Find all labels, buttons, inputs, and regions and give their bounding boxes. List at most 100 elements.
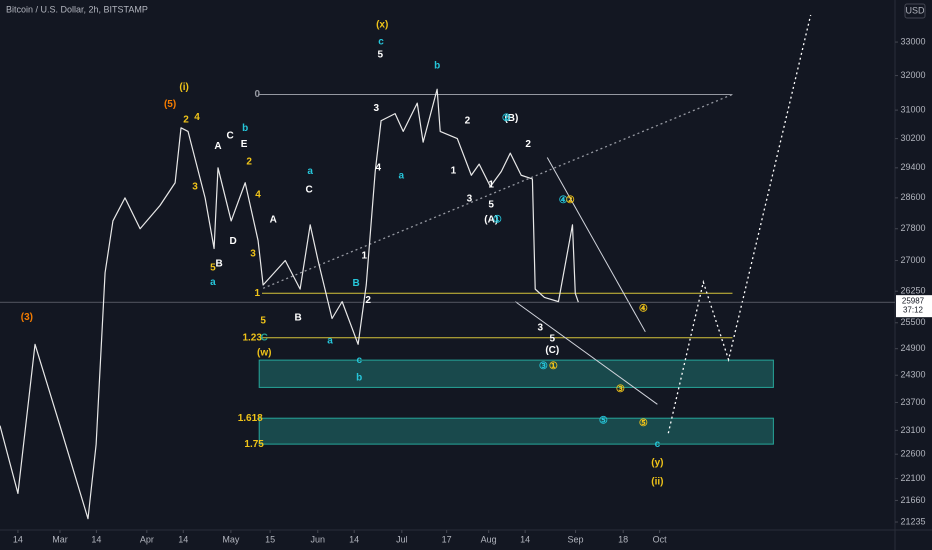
y-tick-label: 23100 (900, 425, 925, 435)
wave-label: 0 (254, 89, 260, 100)
wave-label: E (241, 139, 248, 150)
y-tick-label: 31000 (900, 105, 925, 115)
wave-label: B (353, 278, 360, 289)
wave-label: (A) (484, 214, 498, 225)
wave-label: D (230, 236, 237, 247)
wave-label: c (378, 37, 384, 48)
y-tick-label: 24900 (900, 343, 925, 353)
y-tick-label: 25500 (900, 317, 925, 327)
wave-label: A (214, 141, 221, 152)
wave-label: c (356, 355, 362, 366)
x-tick-label: 17 (442, 534, 452, 544)
wave-label: a (210, 277, 216, 288)
y-tick-label: 23700 (900, 397, 925, 407)
y-axis-label[interactable]: USD (905, 5, 925, 15)
wave-label: (x) (376, 20, 388, 31)
wave-label: ④ (559, 195, 568, 206)
wave-label: (B) (504, 113, 518, 124)
x-tick-label: Apr (140, 534, 154, 544)
wave-label: B (295, 313, 302, 324)
wave-label: 2 (183, 114, 189, 125)
last-price-label: 25987 (902, 296, 925, 305)
wave-label: ③ (616, 384, 625, 395)
wave-label: a (398, 170, 404, 181)
wave-label: (y) (651, 458, 663, 469)
wave-label: 5 (210, 262, 216, 273)
wave-label: C (226, 130, 233, 141)
countdown-label: 37:12 (903, 305, 924, 314)
wave-label: (i) (179, 82, 188, 93)
wave-label: a (307, 166, 313, 177)
y-tick-label: 21235 (900, 516, 925, 526)
wave-label: b (242, 123, 248, 134)
last-price-box (896, 295, 932, 318)
wave-label: 3 (250, 248, 256, 259)
y-tick-label: 21660 (900, 495, 925, 505)
y-tick-label: 28600 (900, 192, 925, 202)
wave-label: a (327, 335, 333, 346)
x-tick-label: 15 (265, 534, 275, 544)
x-tick-label: Jun (311, 534, 326, 544)
wave-label: ① (493, 214, 502, 225)
wave-label: ① (549, 361, 558, 372)
chart-title: Bitcoin / U.S. Dollar, 2h, BITSTAMP (6, 4, 148, 14)
wave-label: ⑤ (639, 418, 648, 429)
wave-label: C (261, 332, 268, 343)
wave-label: A (270, 214, 277, 225)
wave-label: 1.23 (242, 332, 262, 343)
wave-label: 1.618 (238, 413, 263, 424)
wave-label: 4 (376, 162, 382, 173)
wave-label: b (434, 61, 440, 72)
wave-label: b (356, 373, 362, 384)
wave-label: 4 (255, 189, 261, 200)
x-tick-label: Oct (653, 534, 668, 544)
drawing-line (515, 301, 658, 405)
wave-label: ② (502, 113, 511, 124)
x-tick-label: Jul (396, 534, 408, 544)
wave-label: C (305, 185, 312, 196)
target-zone (258, 359, 774, 388)
wave-label: 5 (550, 333, 556, 344)
y-tick-label: 33000 (900, 36, 925, 46)
wave-label: ② (566, 195, 575, 206)
currency-box[interactable] (904, 3, 926, 19)
wave-label: (ii) (651, 477, 663, 488)
wave-label: 2 (465, 115, 471, 126)
drawing-line (667, 14, 812, 434)
y-tick-label: 30200 (900, 133, 925, 143)
x-tick-label: 14 (520, 534, 530, 544)
wave-label: 3 (192, 182, 198, 193)
y-tick-label: 22600 (900, 449, 925, 459)
wave-label: (5) (164, 99, 176, 110)
x-tick-label: 14 (349, 534, 359, 544)
x-tick-label: May (222, 534, 240, 544)
wave-label: 4 (194, 112, 200, 123)
wave-label: 5 (488, 199, 494, 210)
wave-label: ⑤ (599, 416, 608, 427)
x-tick-label: Mar (52, 534, 68, 544)
wave-label: 3 (467, 194, 473, 205)
drawing-line (546, 157, 646, 333)
wave-label: 5 (260, 316, 266, 327)
wave-label: B (216, 258, 223, 269)
wave-label: 1 (451, 165, 457, 176)
y-tick-label: 24300 (900, 370, 925, 380)
x-tick-label: Sep (568, 534, 584, 544)
x-tick-label: 14 (91, 534, 101, 544)
x-tick-label: 14 (13, 534, 23, 544)
y-tick-label: 26250 (900, 286, 925, 296)
wave-label: 2 (365, 295, 371, 306)
wave-label: 3 (537, 323, 543, 334)
y-tick-label: 27800 (900, 223, 925, 233)
wave-label: ③ (539, 361, 548, 372)
x-tick-label: Aug (481, 534, 497, 544)
wave-label: 3 (374, 103, 380, 114)
y-tick-label: 22100 (900, 473, 925, 483)
wave-label: (C) (545, 345, 559, 356)
y-tick-label: 29400 (900, 162, 925, 172)
wave-label: (3) (21, 312, 33, 323)
wave-label: 5 (377, 50, 383, 61)
wave-label: 1 (361, 250, 367, 261)
